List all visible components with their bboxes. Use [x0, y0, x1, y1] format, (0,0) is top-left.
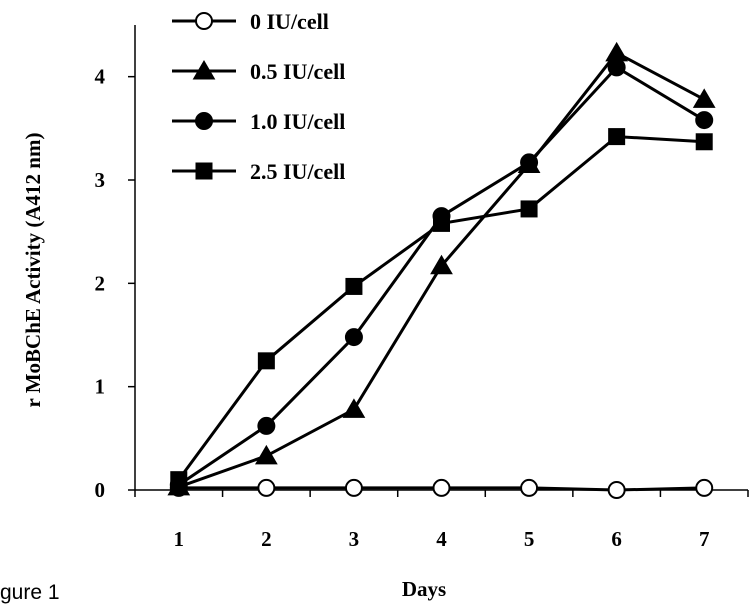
data-point-0-5-iu-cell — [430, 254, 453, 275]
x-tick-label: 5 — [524, 527, 535, 551]
data-point-0-iu-cell — [432, 478, 451, 497]
legend-marker — [195, 112, 213, 130]
y-tick-label: 3 — [95, 168, 106, 192]
data-point-0-5-iu-cell — [692, 88, 716, 108]
data-point-1-0-iu-cell — [257, 416, 276, 435]
legend-item-0-iu-cell: 0 IU/cell — [172, 9, 329, 34]
x-tick-label: 7 — [699, 527, 710, 551]
data-point-1-0-iu-cell — [695, 111, 714, 130]
legend-item-0-5-iu-cell: 0.5 IU/cell — [172, 59, 345, 84]
legend: 0 IU/cell 0.5 IU/cell 1.0 IU/cell 2.5 IU/ce… — [172, 9, 345, 184]
x-tick-label: 4 — [436, 527, 447, 551]
legend-item-1-0-iu-cell: 1.0 IU/cell — [172, 109, 345, 134]
data-point-1-0-iu-cell — [520, 153, 539, 172]
data-point-0-5-iu-cell — [342, 398, 366, 418]
data-point-0-5-iu-cell — [254, 444, 278, 465]
data-point-1-0-iu-cell — [344, 328, 363, 347]
data-point-2-5-iu-cell — [170, 471, 188, 489]
data-point-0-iu-cell — [607, 481, 626, 499]
x-tick-label: 3 — [349, 527, 360, 551]
legend-label: 2.5 IU/cell — [250, 159, 345, 184]
data-point-2-5-iu-cell — [345, 277, 363, 295]
legend-label: 1.0 IU/cell — [250, 109, 345, 134]
x-axis-title: Days — [402, 577, 446, 601]
data-point-0-iu-cell — [520, 478, 539, 497]
data-point-0-iu-cell — [695, 478, 714, 497]
x-tick-label: 1 — [174, 527, 185, 551]
series-group — [167, 41, 716, 499]
y-tick-label: 2 — [95, 271, 106, 295]
series-2-5-iu-cell — [170, 128, 713, 489]
data-point-0-iu-cell — [257, 478, 276, 497]
data-point-0-5-iu-cell — [605, 41, 629, 62]
data-point-2-5-iu-cell — [608, 128, 626, 146]
y-axis-title: r MoBChE Activity (A412 nm) — [21, 133, 45, 408]
y-tick-label: 1 — [95, 375, 106, 399]
axes: 0 1 2 3 4 1 2 3 4 5 6 7 — [95, 25, 749, 551]
data-point-0-iu-cell — [344, 478, 363, 497]
data-point-2-5-iu-cell — [520, 200, 538, 218]
data-point-2-5-iu-cell — [695, 133, 713, 151]
legend-label: 0 IU/cell — [250, 9, 329, 34]
series-0-iu-cell — [169, 478, 714, 499]
y-tick-label: 4 — [95, 65, 106, 89]
data-point-2-5-iu-cell — [257, 352, 275, 370]
legend-item-2-5-iu-cell: 2.5 IU/cell — [172, 159, 345, 184]
data-point-1-0-iu-cell — [607, 58, 626, 77]
x-tick-label: 6 — [611, 527, 622, 551]
x-tick-label: 2 — [261, 527, 272, 551]
data-point-2-5-iu-cell — [433, 214, 450, 232]
figure-caption: gure 1 — [0, 581, 60, 604]
legend-marker — [195, 162, 213, 180]
y-tick-label: 0 — [95, 478, 106, 502]
legend-marker — [195, 12, 213, 30]
series-line-2-5-iu-cell — [177, 135, 705, 481]
legend-label: 0.5 IU/cell — [250, 59, 345, 84]
legend-marker — [192, 60, 216, 80]
